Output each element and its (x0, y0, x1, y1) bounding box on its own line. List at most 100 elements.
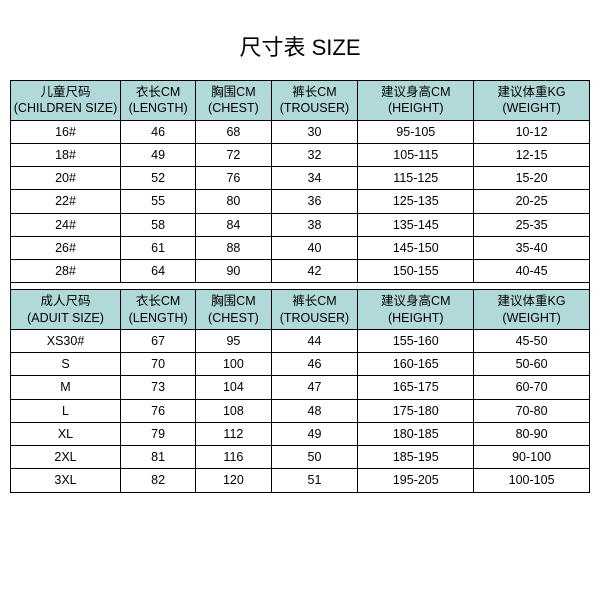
children-cell: 105-115 (358, 143, 474, 166)
children-cell: 24# (11, 213, 121, 236)
adult-cell: S (11, 353, 121, 376)
adult-cell: 3XL (11, 469, 121, 492)
adult-cell: 51 (271, 469, 358, 492)
adult-cell: 50-60 (474, 353, 590, 376)
adult-row: 2XL8111650185-19590-100 (11, 446, 590, 469)
adult-row: M7310447165-17560-70 (11, 376, 590, 399)
adult-row: S7010046160-16550-60 (11, 353, 590, 376)
adult-row: XS30#679544155-16045-50 (11, 329, 590, 352)
adult-cell: 50 (271, 446, 358, 469)
children-header-cell: 建议体重KG(WEIGHT) (474, 81, 590, 121)
adult-cell: 46 (271, 353, 358, 376)
adult-cell: 104 (196, 376, 271, 399)
adult-cell: 79 (121, 422, 196, 445)
children-header-cell: 衣长CM(LENGTH) (121, 81, 196, 121)
adult-header-cell: 裤长CM(TROUSER) (271, 290, 358, 330)
adult-cell: 100 (196, 353, 271, 376)
adult-cell: 45-50 (474, 329, 590, 352)
children-row: 26#618840145-15035-40 (11, 236, 590, 259)
adult-cell: 112 (196, 422, 271, 445)
children-cell: 125-135 (358, 190, 474, 213)
children-cell: 72 (196, 143, 271, 166)
children-cell: 145-150 (358, 236, 474, 259)
children-cell: 95-105 (358, 120, 474, 143)
children-cell: 64 (121, 260, 196, 283)
children-cell: 20-25 (474, 190, 590, 213)
children-cell: 49 (121, 143, 196, 166)
children-header-cell: 建议身高CM(HEIGHT) (358, 81, 474, 121)
adult-header-cell: 胸围CM(CHEST) (196, 290, 271, 330)
children-header-cell: 裤长CM(TROUSER) (271, 81, 358, 121)
adult-cell: 195-205 (358, 469, 474, 492)
children-cell: 52 (121, 167, 196, 190)
children-header-cell: 儿童尺码(CHILDREN SIZE) (11, 81, 121, 121)
children-cell: 84 (196, 213, 271, 236)
adult-cell: 116 (196, 446, 271, 469)
children-cell: 135-145 (358, 213, 474, 236)
adult-cell: 100-105 (474, 469, 590, 492)
adult-cell: 165-175 (358, 376, 474, 399)
children-cell: 35-40 (474, 236, 590, 259)
children-cell: 20# (11, 167, 121, 190)
adult-cell: 76 (121, 399, 196, 422)
adult-cell: 95 (196, 329, 271, 352)
children-cell: 16# (11, 120, 121, 143)
adult-cell: 60-70 (474, 376, 590, 399)
adult-row: 3XL8212051195-205100-105 (11, 469, 590, 492)
children-cell: 88 (196, 236, 271, 259)
children-cell: 40 (271, 236, 358, 259)
children-row: 28#649042150-15540-45 (11, 260, 590, 283)
children-cell: 36 (271, 190, 358, 213)
children-row: 18#497232105-11512-15 (11, 143, 590, 166)
children-cell: 61 (121, 236, 196, 259)
children-header-row: 儿童尺码(CHILDREN SIZE)衣长CM(LENGTH)胸围CM(CHES… (11, 81, 590, 121)
children-cell: 58 (121, 213, 196, 236)
children-cell: 42 (271, 260, 358, 283)
children-cell: 115-125 (358, 167, 474, 190)
spacer-row (11, 283, 590, 290)
children-cell: 30 (271, 120, 358, 143)
children-cell: 38 (271, 213, 358, 236)
adult-header-cell: 建议身高CM(HEIGHT) (358, 290, 474, 330)
adult-cell: 185-195 (358, 446, 474, 469)
adult-cell: 81 (121, 446, 196, 469)
spacer-cell (11, 283, 590, 290)
adult-cell: M (11, 376, 121, 399)
adult-cell: XL (11, 422, 121, 445)
children-row: 24#588438135-14525-35 (11, 213, 590, 236)
adult-cell: 47 (271, 376, 358, 399)
adult-cell: 160-165 (358, 353, 474, 376)
adult-cell: 108 (196, 399, 271, 422)
adult-cell: 48 (271, 399, 358, 422)
children-cell: 26# (11, 236, 121, 259)
adult-cell: 2XL (11, 446, 121, 469)
children-cell: 34 (271, 167, 358, 190)
children-cell: 80 (196, 190, 271, 213)
children-row: 20#527634115-12515-20 (11, 167, 590, 190)
size-table: 儿童尺码(CHILDREN SIZE)衣长CM(LENGTH)胸围CM(CHES… (10, 80, 590, 493)
children-cell: 32 (271, 143, 358, 166)
adult-row: XL7911249180-18580-90 (11, 422, 590, 445)
adult-cell: 120 (196, 469, 271, 492)
adult-cell: 49 (271, 422, 358, 445)
adult-cell: L (11, 399, 121, 422)
children-cell: 90 (196, 260, 271, 283)
adult-cell: 70-80 (474, 399, 590, 422)
adult-cell: 155-160 (358, 329, 474, 352)
children-cell: 40-45 (474, 260, 590, 283)
children-cell: 12-15 (474, 143, 590, 166)
children-cell: 25-35 (474, 213, 590, 236)
adult-cell: XS30# (11, 329, 121, 352)
adult-cell: 73 (121, 376, 196, 399)
adult-header-cell: 成人尺码(ADUIT SIZE) (11, 290, 121, 330)
children-cell: 46 (121, 120, 196, 143)
children-row: 22#558036125-13520-25 (11, 190, 590, 213)
adult-cell: 175-180 (358, 399, 474, 422)
children-cell: 28# (11, 260, 121, 283)
children-cell: 55 (121, 190, 196, 213)
adult-cell: 80-90 (474, 422, 590, 445)
adult-cell: 82 (121, 469, 196, 492)
adult-header-cell: 衣长CM(LENGTH) (121, 290, 196, 330)
adult-cell: 44 (271, 329, 358, 352)
adult-header-cell: 建议体重KG(WEIGHT) (474, 290, 590, 330)
